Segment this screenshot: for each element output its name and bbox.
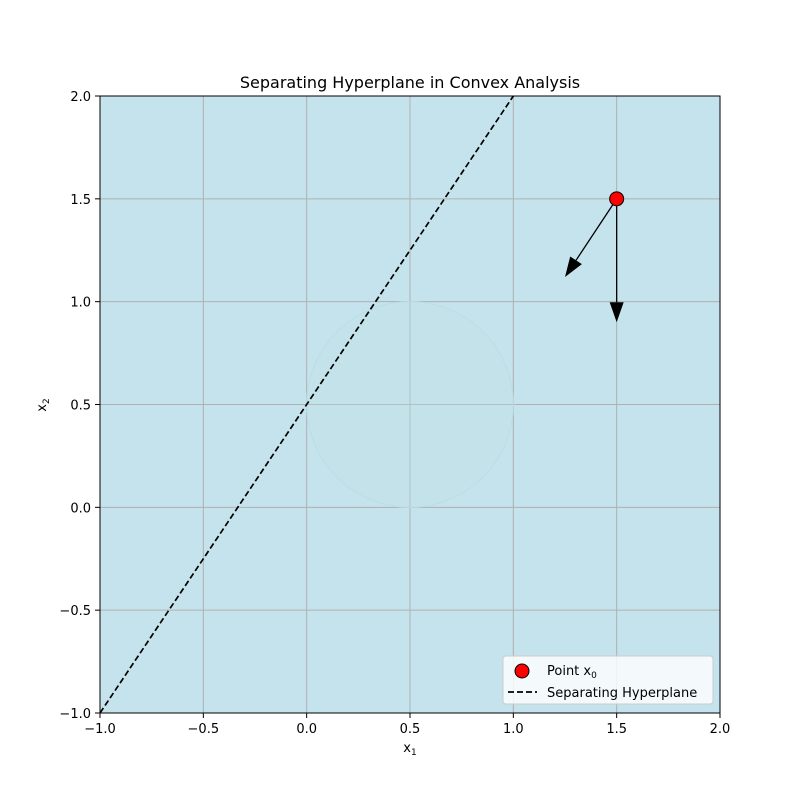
- hyperplane-group: [100, 96, 515, 713]
- legend-hyperplane-label: Separating Hyperplane: [547, 686, 697, 701]
- y-tick-label: 1.0: [70, 296, 91, 311]
- legend: Point x0 Separating Hyperplane: [502, 655, 714, 705]
- x-tick-label: 0.5: [400, 722, 421, 737]
- hyperplane-line: [100, 96, 515, 713]
- legend-point-marker: [514, 663, 530, 679]
- chart-title: Separating Hyperplane in Convex Analysis: [240, 73, 580, 92]
- convex-set-group: [306, 301, 514, 508]
- x-axis-label: x1: [403, 741, 416, 758]
- arrow-head: [609, 302, 624, 323]
- y-tick-label: 1.5: [70, 193, 91, 208]
- arrow-head: [565, 256, 582, 277]
- x-tick-label: 1.0: [503, 722, 524, 737]
- point-group: [609, 191, 625, 207]
- y-tick-label: −0.5: [59, 604, 91, 619]
- arrow-shaft: [575, 198, 618, 261]
- x-tick-label: 1.5: [606, 722, 627, 737]
- y-tick-label: 0.0: [70, 501, 91, 516]
- x-tick-label: 0.0: [296, 722, 317, 737]
- y-tick-label: −1.0: [59, 707, 91, 722]
- y-axis-label: x2: [35, 398, 52, 411]
- legend-box: [502, 655, 714, 705]
- point-x0: [609, 191, 625, 207]
- arrows-group: [565, 198, 624, 323]
- x-tick-label: −0.5: [188, 722, 220, 737]
- x-ticks: −1.0 −0.5 0.0 0.5 1.0 1.5 2.0: [84, 713, 730, 737]
- legend-point-label: Point x0: [547, 664, 597, 681]
- x-tick-label: 2.0: [710, 722, 731, 737]
- y-ticks: −1.0 −0.5 0.0 0.5 1.0 1.5 2.0: [59, 90, 100, 722]
- convex-set: [306, 301, 514, 508]
- y-tick-label: 2.0: [70, 90, 91, 105]
- x-tick-label: −1.0: [84, 722, 116, 737]
- y-tick-label: 0.5: [70, 399, 91, 414]
